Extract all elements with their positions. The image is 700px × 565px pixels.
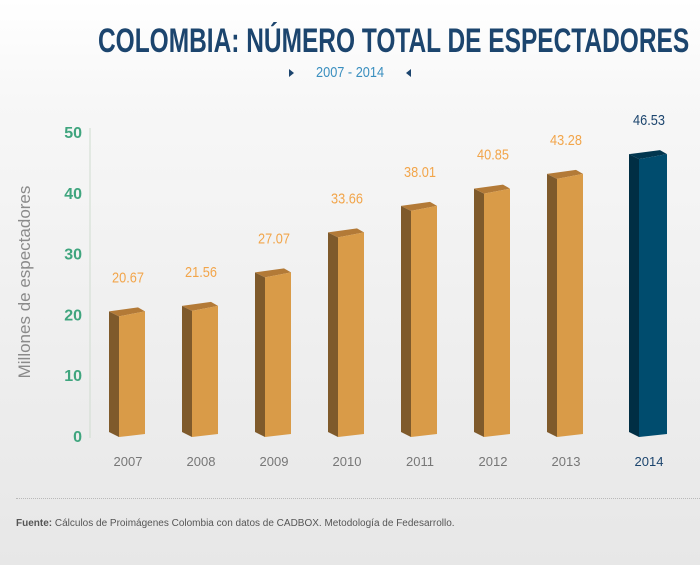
x-tick-label: 2012: [479, 454, 508, 469]
bar-2011: [401, 201, 437, 437]
triangle-right-icon: [288, 69, 294, 78]
bar-front: [192, 305, 218, 437]
x-ticks: 2007 2008 2009 2010 2011 2012 2013 2014: [114, 454, 664, 469]
bar-top: [547, 169, 583, 179]
bar-chart: Millones de espectadores 0 10 20 30 40 50 20.…: [15, 111, 667, 469]
x-tick-label: 2013: [552, 454, 581, 469]
y-tick-label: 30: [64, 247, 82, 264]
bar-2013: [547, 169, 583, 437]
bar-side: [474, 188, 484, 437]
bar-top: [401, 201, 437, 211]
chart-subtitle: 2007 - 2014: [315, 64, 385, 81]
y-tick-label: 50: [64, 125, 82, 142]
value-label: 20.67: [112, 268, 144, 285]
value-label: 43.28: [550, 131, 582, 148]
bar-side: [328, 232, 338, 437]
bar-front: [119, 311, 145, 437]
bar-front: [557, 173, 583, 437]
bar-top: [474, 184, 510, 194]
bar-side: [547, 173, 557, 437]
triangle-left-icon: [406, 69, 412, 78]
bar-front: [265, 272, 291, 437]
x-tick-label: 2011: [406, 454, 434, 469]
bar-side: [629, 154, 639, 437]
bar-2014: [629, 150, 667, 437]
bar-side: [182, 305, 192, 437]
chart-subtitle-row: 2007 - 2014: [0, 64, 700, 81]
value-label: 21.56: [185, 263, 217, 280]
bar-front: [484, 188, 510, 437]
source-text: Cálculos de Proimágenes Colombia con dat…: [54, 518, 455, 529]
bar-top: [255, 268, 291, 278]
value-label: 27.07: [258, 229, 290, 246]
source-note: Fuente: Cálculos de Proimágenes Colombia…: [16, 518, 455, 529]
y-ticks: 0 10 20 30 40 50: [64, 125, 82, 446]
bar-front: [411, 205, 437, 437]
bar-top: [109, 307, 145, 317]
bar-2009: [255, 268, 291, 437]
value-label: 38.01: [404, 163, 436, 180]
x-tick-label: 2008: [187, 454, 216, 469]
bar-2007: [109, 307, 145, 437]
y-axis-label: Millones de espectadores: [15, 186, 34, 379]
source-label: Fuente:: [16, 518, 53, 529]
value-label: 33.66: [331, 189, 363, 206]
y-tick-label: 40: [64, 186, 82, 203]
bar-side: [401, 205, 411, 437]
x-tick-label: 2014: [635, 454, 664, 469]
value-label: 46.53: [633, 111, 665, 128]
bar-side: [255, 272, 265, 437]
x-tick-label: 2010: [333, 454, 362, 469]
value-labels: 20.67 21.56 27.07 33.66 38.01 40.85 43.28 46.53: [112, 111, 665, 285]
bars: [109, 150, 667, 437]
bar-top: [629, 150, 667, 160]
source-divider: [16, 498, 700, 499]
y-tick-label: 20: [64, 307, 82, 324]
bar-top: [328, 228, 364, 238]
chart-title: COLOMBIA: NÚMERO TOTAL DE ESPECTADORES: [97, 22, 690, 60]
y-tick-label: 0: [73, 429, 82, 446]
bar-side: [109, 311, 119, 437]
x-tick-label: 2009: [260, 454, 289, 469]
bar-top: [182, 301, 218, 311]
bar-2010: [328, 228, 364, 437]
bar-front: [639, 154, 667, 437]
x-tick-label: 2007: [114, 454, 143, 469]
y-tick-label: 10: [64, 368, 82, 385]
bar-2012: [474, 184, 510, 437]
bar-2008: [182, 301, 218, 437]
value-label: 40.85: [477, 146, 509, 163]
bar-front: [338, 232, 364, 437]
